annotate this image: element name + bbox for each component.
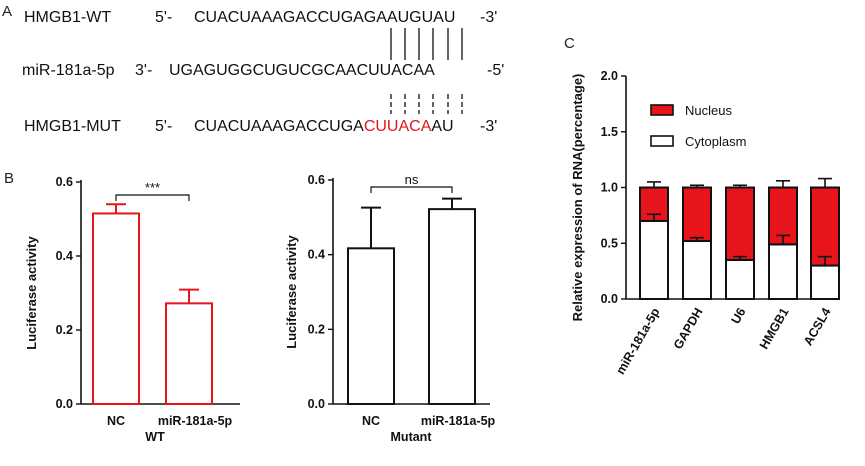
bar-cytoplasm-1 xyxy=(682,240,712,301)
x-tick-label: HMGB1 xyxy=(757,305,792,351)
group-label: Mutant xyxy=(391,430,433,444)
legend-label: Nucleus xyxy=(685,103,732,118)
y-tick-label: 2.0 xyxy=(601,69,618,83)
x-tick-label: miR-181a-5p xyxy=(158,414,233,428)
x-tick-label: NC xyxy=(107,414,125,428)
panel-letter-a: A xyxy=(2,3,12,20)
panel-letter-c: C xyxy=(564,35,575,52)
sequence-wt: CUACUAAAGACCUGAGAAUGUAU xyxy=(194,9,455,26)
y-tick-label: 1.5 xyxy=(601,125,618,139)
y-tick-label: 0.2 xyxy=(56,323,73,337)
y-tick-label: 0.2 xyxy=(308,322,325,336)
bar-nucleus-4 xyxy=(810,186,840,267)
significance-bracket xyxy=(370,186,453,193)
sequence-suffix-mut: -3' xyxy=(480,118,497,135)
sequence-label-mut: HMGB1-MUT xyxy=(24,118,121,135)
luciferase-mutant-chart: 0.0 0.2 0.4 0.6 Luciferase activity NC miR-181… xyxy=(284,172,496,444)
y-axis-label: Luciferase activity xyxy=(284,235,299,349)
x-tick-label: GAPDH xyxy=(671,306,706,352)
y-axis-label: Relative expression of RNA(percentage) xyxy=(570,74,585,322)
y-tick-label: 0.6 xyxy=(308,173,325,187)
group-label: WT xyxy=(145,430,165,444)
y-tick-label: 0.0 xyxy=(308,397,325,411)
x-tick-label: NC xyxy=(362,414,380,428)
sequence-suffix-mir: -5' xyxy=(487,62,504,79)
bar-1 xyxy=(165,302,213,405)
sequence-mir: UGAGUGGCUGUCGCAACUUACAA xyxy=(169,62,435,79)
significance-bracket xyxy=(115,194,190,201)
sequence-prefix-mut: 5'- xyxy=(155,118,172,135)
y-tick-label: 0.6 xyxy=(56,175,73,189)
x-tick-label: miR-181a-5p xyxy=(421,414,496,428)
sequence-mut-highlight: CUUACA xyxy=(364,118,432,135)
rna-localization-chart: 0.0 0.5 1.0 1.5 2.0 Relative expression of RN… xyxy=(570,69,840,377)
bar-1 xyxy=(428,208,476,405)
sequence-label-mir: miR-181a-5p xyxy=(22,62,115,79)
sequence-mut-part1: CUACUAAAGACCUGA xyxy=(194,118,364,135)
bar-cytoplasm-3 xyxy=(768,243,798,301)
bar-nucleus-1 xyxy=(682,186,712,243)
legend-swatch-0 xyxy=(650,104,674,116)
significance-label: *** xyxy=(145,180,160,195)
y-tick-label: 0.4 xyxy=(56,249,73,263)
sequence-suffix-wt: -3' xyxy=(480,9,497,26)
panel-letter-b: B xyxy=(4,170,14,187)
y-axis-label: Luciferase activity xyxy=(24,236,39,350)
y-tick-label: 0.0 xyxy=(56,397,73,411)
x-tick-label: miR-181a-5p xyxy=(613,305,662,377)
legend-label: Cytoplasm xyxy=(685,134,746,149)
sequence-wt-part1: CUACUAAAGACCUGAG xyxy=(194,9,376,26)
y-tick-label: 0.0 xyxy=(601,292,618,306)
sequence-prefix-wt: 5'- xyxy=(155,9,172,26)
x-tick-label: ACSL4 xyxy=(801,305,834,348)
sequence-panel: HMGB1-WT 5'- CUACUAAAGACCUGAGAAUGUAU -3'… xyxy=(22,9,504,135)
y-tick-label: 0.5 xyxy=(601,236,618,250)
bar-nucleus-2 xyxy=(725,186,755,261)
bar-0 xyxy=(92,212,140,405)
luciferase-wt-chart: 0.0 0.2 0.4 0.6 Luciferase activity NC miR-181… xyxy=(24,175,240,444)
sequence-mut-part3: AU xyxy=(431,118,453,135)
y-tick-label: 0.4 xyxy=(308,248,325,262)
bar-0 xyxy=(347,247,395,405)
sequence-mut: CUACUAAAGACCUGACUUACAAU xyxy=(194,118,454,135)
legend-swatch-1 xyxy=(650,135,674,147)
bar-cytoplasm-0 xyxy=(639,219,669,300)
y-tick-label: 1.0 xyxy=(601,181,618,195)
significance-label: ns xyxy=(405,172,419,187)
sequence-prefix-mir: 3'- xyxy=(135,62,152,79)
base-pairing-lines xyxy=(390,28,463,114)
sequence-wt-part2: AAUGUAU xyxy=(376,9,455,26)
sequence-label-wt: HMGB1-WT xyxy=(24,9,111,26)
x-tick-label: U6 xyxy=(728,305,748,326)
bar-cytoplasm-4 xyxy=(810,264,840,300)
bar-cytoplasm-2 xyxy=(725,258,755,301)
